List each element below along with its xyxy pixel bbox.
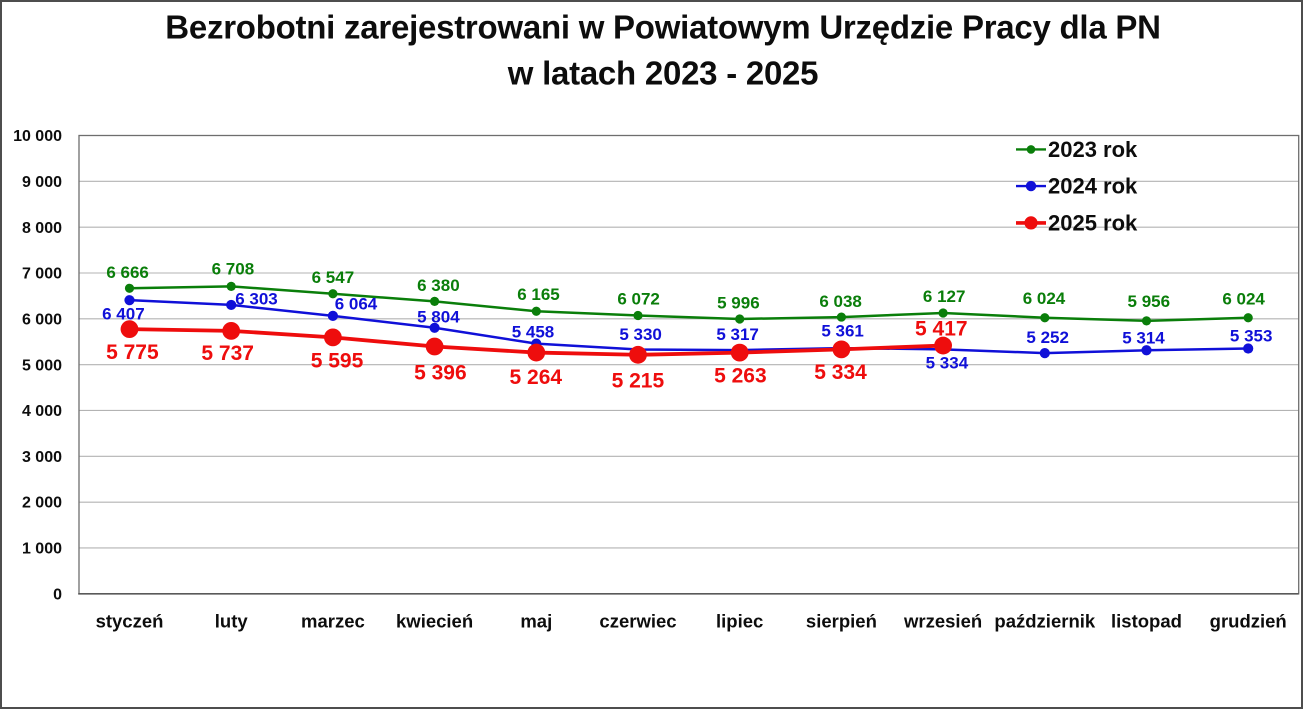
svg-text:grudzień: grudzień [1210, 610, 1287, 631]
svg-text:6 708: 6 708 [212, 260, 255, 279]
svg-text:5 396: 5 396 [414, 362, 467, 385]
svg-text:październik: październik [994, 610, 1095, 631]
svg-text:8 000: 8 000 [22, 220, 62, 237]
svg-text:6 303: 6 303 [235, 290, 278, 309]
svg-text:3 000: 3 000 [22, 449, 62, 466]
svg-text:w latach 2023 - 2025: w latach 2023 - 2025 [507, 54, 819, 91]
svg-text:styczeń: styczeń [96, 610, 164, 631]
svg-text:2024 rok: 2024 rok [1048, 174, 1138, 199]
svg-text:9 000: 9 000 [22, 174, 62, 191]
svg-text:6 024: 6 024 [1023, 289, 1066, 308]
svg-text:6 072: 6 072 [617, 290, 660, 309]
svg-text:6 666: 6 666 [106, 263, 149, 282]
svg-text:6 407: 6 407 [102, 304, 145, 323]
svg-text:6 380: 6 380 [417, 276, 460, 295]
svg-text:5 334: 5 334 [926, 354, 969, 373]
svg-text:0: 0 [53, 586, 62, 603]
svg-text:2 000: 2 000 [22, 495, 62, 512]
svg-text:5 314: 5 314 [1122, 328, 1165, 347]
svg-text:czerwiec: czerwiec [599, 610, 676, 631]
svg-text:4 000: 4 000 [22, 403, 62, 420]
svg-text:6 038: 6 038 [819, 292, 862, 311]
svg-text:5 330: 5 330 [619, 325, 662, 344]
svg-text:listopad: listopad [1111, 610, 1182, 631]
svg-text:5 252: 5 252 [1026, 328, 1069, 347]
svg-text:5 956: 5 956 [1128, 292, 1171, 311]
svg-text:wrzesień: wrzesień [903, 610, 982, 631]
svg-text:1 000: 1 000 [22, 541, 62, 558]
svg-text:2025 rok: 2025 rok [1048, 211, 1138, 236]
svg-text:marzec: marzec [301, 610, 365, 631]
svg-text:5 264: 5 264 [510, 366, 563, 389]
svg-text:6 547: 6 547 [312, 268, 355, 287]
svg-text:5 775: 5 775 [106, 341, 159, 364]
svg-text:5 737: 5 737 [201, 342, 254, 365]
svg-text:6 165: 6 165 [517, 285, 560, 304]
svg-text:sierpień: sierpień [806, 610, 877, 631]
svg-text:5 804: 5 804 [417, 307, 460, 326]
svg-text:7 000: 7 000 [22, 266, 62, 283]
svg-text:maj: maj [520, 610, 552, 631]
svg-text:5 996: 5 996 [717, 294, 760, 313]
svg-text:5 334: 5 334 [814, 361, 867, 384]
svg-text:luty: luty [215, 610, 249, 631]
svg-text:5 417: 5 417 [915, 318, 968, 341]
svg-text:6 000: 6 000 [22, 311, 62, 328]
svg-text:5 361: 5 361 [821, 321, 864, 340]
svg-text:2023 rok: 2023 rok [1048, 137, 1138, 162]
svg-text:lipiec: lipiec [716, 610, 763, 631]
svg-text:5 263: 5 263 [714, 365, 767, 388]
svg-text:5 215: 5 215 [612, 369, 665, 392]
svg-text:6 064: 6 064 [335, 294, 378, 313]
svg-text:10 000: 10 000 [13, 128, 62, 145]
svg-text:Bezrobotni zarejestrowani w Po: Bezrobotni zarejestrowani w Powiatowym U… [165, 8, 1160, 45]
svg-text:6 024: 6 024 [1222, 289, 1265, 308]
svg-text:5 458: 5 458 [512, 323, 555, 342]
svg-text:5 595: 5 595 [311, 349, 364, 372]
svg-text:kwiecień: kwiecień [396, 610, 473, 631]
svg-text:5 317: 5 317 [716, 325, 759, 344]
svg-text:6 127: 6 127 [923, 287, 966, 306]
svg-text:5 353: 5 353 [1230, 327, 1273, 346]
svg-text:5 000: 5 000 [22, 357, 62, 374]
